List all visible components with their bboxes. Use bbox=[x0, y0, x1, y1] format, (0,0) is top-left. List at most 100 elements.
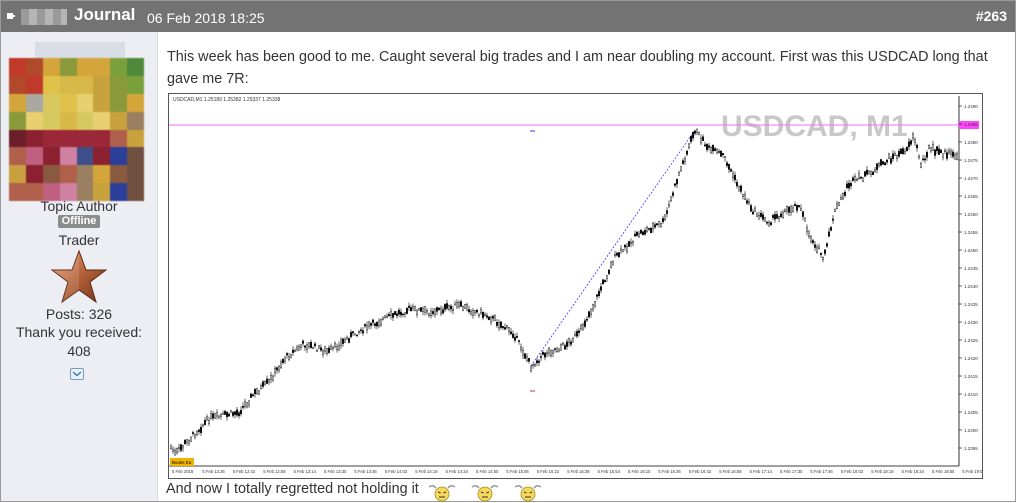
candle-body bbox=[520, 346, 522, 350]
candle-body bbox=[250, 393, 252, 398]
candle-body bbox=[688, 143, 690, 148]
candle-body bbox=[742, 194, 744, 197]
candle-body bbox=[212, 413, 214, 419]
avatar-pixel bbox=[93, 93, 111, 112]
candle-body bbox=[786, 206, 788, 212]
candle-body bbox=[878, 163, 880, 166]
post-header: Journal 06 Feb 2018 18:25 #263 bbox=[1, 1, 1015, 32]
candle-body bbox=[810, 236, 812, 242]
avatar-pixel bbox=[9, 129, 26, 148]
candle-body bbox=[488, 316, 490, 320]
price-tick-label: 1.2450 bbox=[964, 248, 978, 253]
candle-body bbox=[498, 322, 500, 329]
candle-body bbox=[606, 275, 608, 279]
status-badge: Offline bbox=[58, 215, 100, 228]
author-name-blurred[interactable] bbox=[21, 9, 67, 25]
annoyed-smiley-icon bbox=[471, 484, 499, 502]
avatar-pixel bbox=[42, 75, 60, 94]
candle-body bbox=[534, 364, 536, 367]
time-tick-label: 5 Feb 17:30 bbox=[780, 469, 803, 474]
avatar-pixel bbox=[127, 93, 144, 112]
candle-body bbox=[540, 356, 542, 358]
candle-body bbox=[882, 161, 884, 165]
candle-body bbox=[918, 155, 920, 158]
candle-body bbox=[680, 166, 682, 171]
time-tick-label: 5 Feb 12:42 bbox=[233, 469, 256, 474]
price-tick-label: 1.2460 bbox=[964, 212, 978, 217]
avatar-pixel bbox=[93, 111, 111, 130]
avatar-pixel bbox=[93, 147, 111, 166]
candle-body bbox=[522, 350, 524, 356]
price-tick-label: 1.2395 bbox=[964, 446, 978, 451]
candle-body bbox=[942, 153, 944, 158]
candle-body bbox=[542, 352, 544, 355]
candle-body bbox=[822, 256, 824, 260]
candle-body bbox=[564, 345, 566, 350]
price-tick-label: 1.2415 bbox=[964, 374, 978, 379]
candle-body bbox=[820, 252, 822, 255]
candle-body bbox=[566, 341, 568, 347]
candle-body bbox=[302, 340, 304, 344]
author-role: Topic Author bbox=[40, 198, 118, 214]
candle-body bbox=[894, 153, 896, 156]
candle-body bbox=[766, 221, 768, 224]
candle-body bbox=[418, 308, 420, 311]
candle-body bbox=[774, 214, 776, 220]
candle-body bbox=[908, 141, 910, 147]
candle-body bbox=[284, 357, 286, 362]
candle-body bbox=[660, 223, 662, 227]
post-title[interactable]: Journal bbox=[74, 5, 136, 24]
candle-body bbox=[644, 229, 646, 235]
avatar-pixel bbox=[110, 111, 128, 130]
candle-body bbox=[392, 313, 394, 318]
private-message-icon[interactable] bbox=[70, 368, 84, 380]
candle-body bbox=[304, 345, 306, 348]
price-line-label bbox=[959, 121, 979, 129]
candle-body bbox=[868, 171, 870, 175]
candle-body bbox=[936, 146, 938, 152]
candle-body bbox=[220, 414, 222, 417]
candle-body bbox=[218, 415, 220, 418]
candle-body bbox=[510, 331, 512, 335]
time-tick-label: 5 Feb 15:06 bbox=[506, 469, 529, 474]
candle-body bbox=[584, 320, 586, 327]
candle-body bbox=[378, 320, 380, 326]
avatar-pixel bbox=[110, 183, 128, 201]
avatar-pixel bbox=[25, 147, 43, 166]
candle-body bbox=[556, 347, 558, 352]
candle-body bbox=[550, 350, 552, 356]
candle-body bbox=[818, 246, 820, 250]
candle-body bbox=[904, 150, 906, 155]
candle-body bbox=[548, 347, 550, 354]
chart-bottom-tag-text: Books Ea bbox=[172, 460, 192, 465]
price-chart-image[interactable]: USDCAD,M1 1.25189 1.25382 1.25337 1.2533… bbox=[168, 93, 985, 479]
candle-body bbox=[706, 143, 708, 150]
candle-body bbox=[844, 191, 846, 196]
avatar-pixel bbox=[59, 75, 77, 94]
candle-body bbox=[886, 159, 888, 163]
avatar-pixel bbox=[93, 165, 111, 184]
candle-body bbox=[866, 169, 868, 175]
candle-body bbox=[832, 218, 834, 221]
candle-body bbox=[650, 227, 652, 234]
candle-body bbox=[838, 201, 840, 206]
price-tick-label: 1.2490 bbox=[964, 104, 978, 109]
avatar-pixel bbox=[25, 165, 43, 184]
candle-body bbox=[430, 310, 432, 317]
candle-body bbox=[758, 214, 760, 220]
time-tick-label: 5 Feb 16:10 bbox=[628, 469, 651, 474]
avatar[interactable] bbox=[9, 58, 144, 201]
candle-body bbox=[712, 144, 714, 152]
post-number-link[interactable]: #263 bbox=[975, 8, 1007, 24]
avatar-pixel bbox=[9, 147, 26, 166]
candle-body bbox=[452, 308, 454, 311]
time-tick-label: 5 Feb 13:14 bbox=[294, 469, 317, 474]
candle-body bbox=[656, 223, 658, 225]
candle-body bbox=[524, 353, 526, 359]
candle-body bbox=[892, 153, 894, 159]
candle-body bbox=[348, 338, 350, 343]
candle-body bbox=[490, 316, 492, 323]
avatar-pixel bbox=[42, 183, 60, 201]
candle-body bbox=[808, 230, 810, 237]
avatar-pixel bbox=[25, 75, 43, 94]
